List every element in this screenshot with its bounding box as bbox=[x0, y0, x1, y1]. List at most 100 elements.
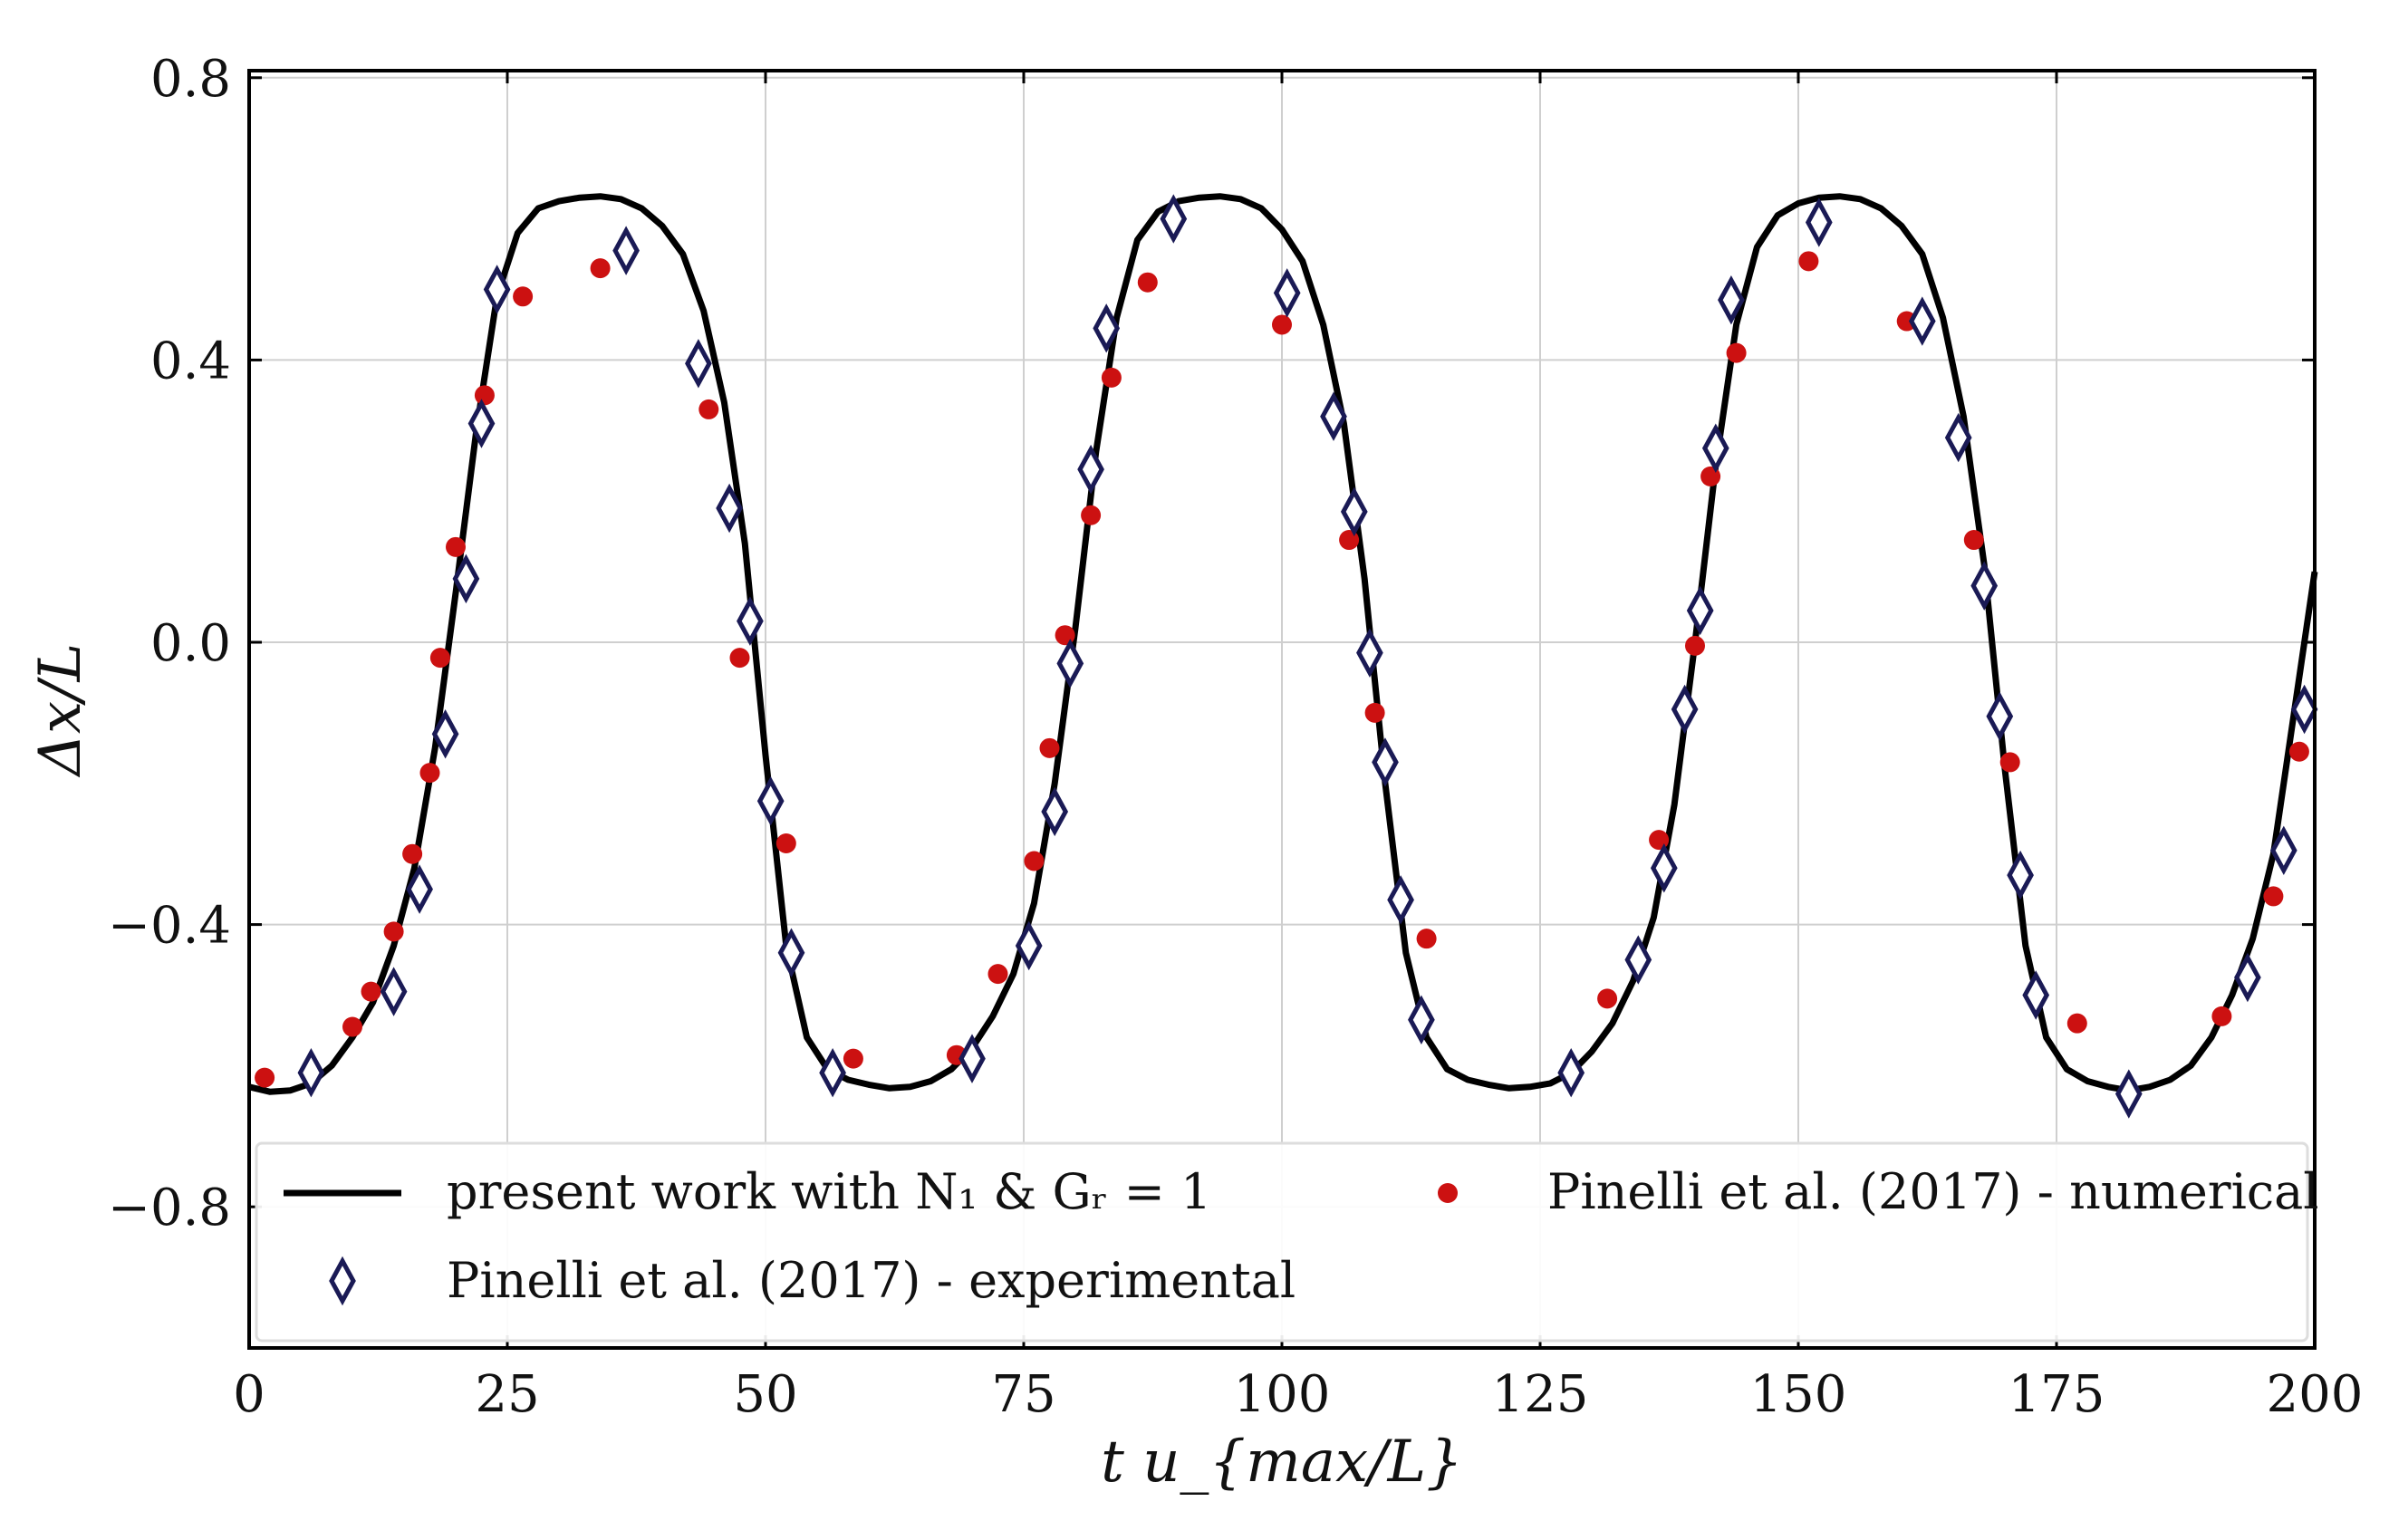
x-tick-label: 125 bbox=[1492, 1365, 1589, 1424]
experimental-point bbox=[431, 709, 459, 759]
numerical-point bbox=[1597, 988, 1618, 1009]
legend: present work with N₁ & Gᵣ = 1 Pinelli et … bbox=[255, 1141, 2319, 1343]
experimental-point bbox=[1701, 423, 1729, 473]
legend-label-experimental: Pinelli et al. (2017) - experimental bbox=[447, 1252, 1296, 1309]
legend-swatch-experimental bbox=[329, 1256, 356, 1306]
experimental-point bbox=[297, 1047, 325, 1098]
experimental-point bbox=[716, 483, 743, 534]
experimental-point bbox=[819, 1047, 846, 1098]
x-tick-label: 100 bbox=[1234, 1365, 1331, 1424]
series-line-present-work bbox=[248, 193, 2318, 1095]
y-tick-label: −0.8 bbox=[108, 1179, 231, 1237]
numerical-point bbox=[1272, 314, 1292, 335]
experimental-point bbox=[737, 596, 764, 646]
line-series-layer bbox=[248, 193, 2318, 1095]
numerical-point bbox=[1137, 272, 1158, 293]
experimental-point bbox=[2022, 970, 2050, 1020]
experimental-point bbox=[1805, 197, 1833, 247]
numerical-point bbox=[2211, 1006, 2232, 1026]
experimental-point bbox=[1041, 786, 1069, 837]
numerical-point bbox=[1963, 530, 1984, 551]
numerical-point bbox=[513, 286, 534, 307]
axis-ticks: 0 25 50 75 100 125 150 175 200 0.8 0.4 0.0 −0.4 −0.8 bbox=[108, 50, 2363, 1424]
experimental-point bbox=[1908, 296, 1936, 346]
legend-label-numerical: Pinelli et al. (2017) - numerical bbox=[1547, 1163, 2319, 1220]
experimental-point bbox=[1093, 303, 1121, 353]
x-tick-label: 150 bbox=[1750, 1365, 1847, 1424]
y-tick-label: 0.0 bbox=[150, 614, 231, 673]
x-tick-label: 75 bbox=[991, 1365, 1055, 1424]
x-axis-label: t u_{max/L} bbox=[1101, 1429, 1463, 1496]
experimental-point bbox=[2007, 850, 2034, 900]
experimental-point bbox=[1372, 737, 1399, 787]
numerical-point bbox=[2263, 886, 2284, 907]
experimental-point bbox=[1650, 843, 1678, 893]
experimental-point bbox=[1408, 995, 1435, 1044]
numerical-point bbox=[1364, 702, 1385, 723]
experimental-point bbox=[452, 553, 480, 604]
experimental-point bbox=[1320, 391, 1347, 441]
numerical-point bbox=[255, 1067, 275, 1088]
legend-box bbox=[255, 1141, 2309, 1343]
numerical-point bbox=[843, 1048, 863, 1069]
experimental-point bbox=[2269, 825, 2297, 876]
experimental-point bbox=[1557, 1047, 1585, 1098]
experimental-point bbox=[1686, 585, 1714, 636]
experimental-point bbox=[1273, 268, 1301, 318]
experimental-point bbox=[467, 399, 496, 448]
experimental-point bbox=[1944, 412, 1972, 463]
legend-swatch-numerical bbox=[1438, 1183, 1458, 1203]
numerical-point bbox=[1999, 752, 2020, 773]
numerical-point bbox=[1798, 251, 1819, 272]
experimental-point bbox=[1624, 935, 1652, 985]
x-tick-label: 50 bbox=[733, 1365, 797, 1424]
numerical-point bbox=[1024, 851, 1045, 871]
numerical-point bbox=[1101, 367, 1122, 388]
numerical-point bbox=[446, 536, 466, 557]
numerical-point bbox=[474, 385, 495, 406]
experimental-point bbox=[1015, 920, 1043, 971]
axis-labels: t u_{max/L} Δx/L bbox=[27, 643, 1463, 1496]
x-tick-label: 200 bbox=[2267, 1365, 2364, 1424]
numerical-point bbox=[775, 833, 796, 854]
experimental-point bbox=[2290, 684, 2318, 735]
numerical-point bbox=[987, 964, 1008, 985]
experimental-point bbox=[1970, 561, 1999, 611]
numerical-point bbox=[383, 921, 404, 942]
numerical-point bbox=[2288, 741, 2309, 762]
experimental-point bbox=[483, 265, 511, 314]
experimental-point bbox=[1671, 684, 1699, 735]
numerical-point bbox=[342, 1016, 362, 1037]
experimental-point bbox=[1986, 691, 2014, 742]
y-tick-label: 0.8 bbox=[150, 50, 231, 109]
numerical-point bbox=[1039, 737, 1060, 758]
experimental-point bbox=[1387, 875, 1414, 925]
numerical-point bbox=[590, 258, 611, 279]
experimental-point bbox=[958, 1034, 986, 1083]
experimental-point bbox=[2114, 1069, 2143, 1119]
numerical-point bbox=[1416, 929, 1437, 949]
y-tick-label: −0.4 bbox=[108, 897, 231, 956]
experimental-point bbox=[777, 928, 805, 977]
numerical-point bbox=[429, 648, 450, 669]
experimental-point bbox=[1356, 628, 1383, 678]
numerical-point bbox=[698, 399, 719, 419]
experimental-point bbox=[612, 226, 640, 275]
experimental-point bbox=[1056, 639, 1084, 688]
experimental-point bbox=[1160, 194, 1188, 244]
experimental-point bbox=[1077, 444, 1104, 495]
y-tick-label: 0.4 bbox=[150, 332, 231, 390]
numerical-point bbox=[1726, 342, 1747, 363]
x-tick-label: 175 bbox=[2008, 1365, 2105, 1424]
marker-series-layer bbox=[255, 194, 2318, 1119]
numerical-point bbox=[1081, 505, 1102, 525]
x-tick-label: 25 bbox=[475, 1365, 539, 1424]
x-tick-label: 0 bbox=[233, 1365, 265, 1424]
numerical-point bbox=[729, 648, 750, 669]
experimental-point bbox=[1718, 274, 1745, 325]
numerical-point bbox=[402, 843, 423, 864]
legend-label-present-work: present work with N₁ & Gᵣ = 1 bbox=[447, 1163, 1211, 1220]
experimental-point bbox=[2234, 952, 2261, 1003]
experimental-point bbox=[685, 339, 712, 389]
